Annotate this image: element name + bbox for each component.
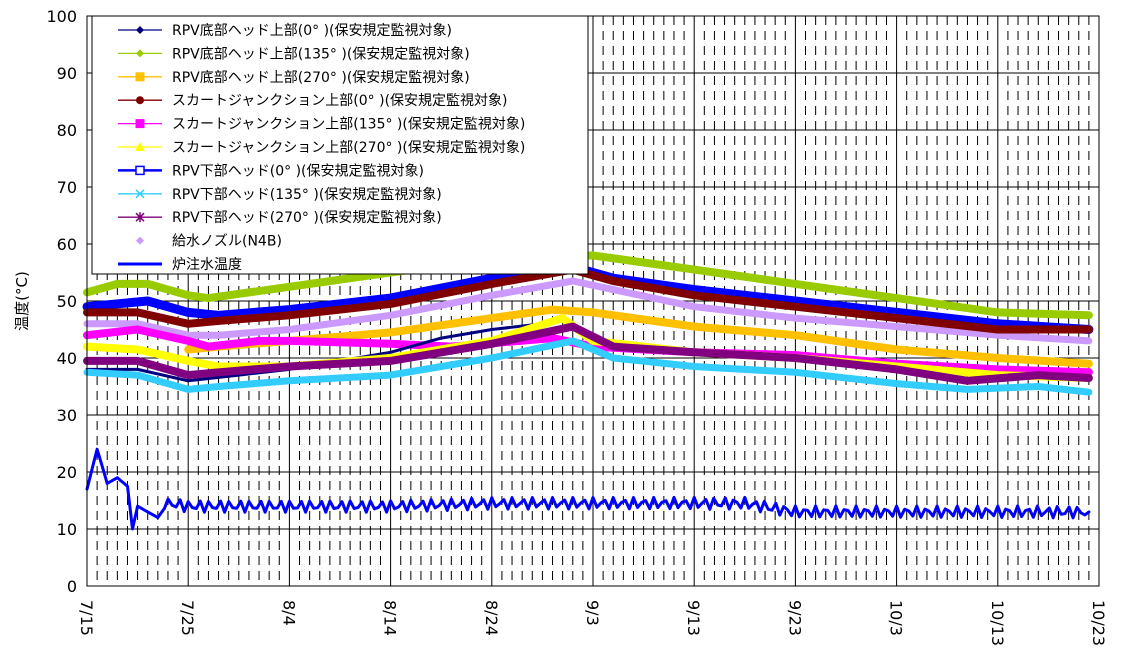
legend-label: 炉注水温度 (172, 257, 242, 273)
legend-label: RPV下部ヘッド(135° )(保安規定監視対象) (172, 186, 442, 203)
y-tick-label: 40 (57, 349, 77, 368)
y-tick-label: 20 (57, 463, 77, 482)
legend-marker (135, 72, 145, 82)
y-tick-label: 60 (57, 235, 77, 254)
y-tick-label: 100 (46, 7, 77, 26)
legend-entry: RPV下部ヘッド(270° )(保安規定監視対象) (118, 209, 442, 226)
legend-label: スカートジャンクション上部(270° )(保安規定監視対象) (172, 139, 525, 156)
legend-entry: RPV下部ヘッド(135° )(保安規定監視対象) (118, 186, 442, 203)
x-tick-label: 7/25 (178, 600, 197, 636)
series-line (83, 337, 1093, 396)
legend-label: スカートジャンクション上部(135° )(保安規定監視対象) (172, 116, 525, 133)
legend-entry: RPV下部ヘッド(0° )(保安規定監視対象) (118, 162, 424, 179)
legend-entry: スカートジャンクション上部(270° )(保安規定監視対象) (118, 139, 525, 156)
legend-entry: スカートジャンクション上部(135° )(保安規定監視対象) (118, 116, 525, 133)
legend-marker (135, 119, 145, 129)
legend-label: RPV底部ヘッド上部(135° )(保安規定監視対象) (172, 45, 470, 62)
series-line (85, 447, 1091, 531)
series-line (83, 277, 1093, 345)
legend: RPV底部ヘッド上部(0° )(保安規定監視対象) RPV底部ヘッド上部(135°… (91, 15, 589, 275)
plot-area-border (86, 15, 1100, 587)
series-line (83, 265, 1093, 334)
y-tick-label: 10 (57, 520, 77, 539)
legend-entry: RPV底部ヘッド上部(270° )(保安規定監視対象) (118, 69, 470, 86)
y-axis-ticks: 0 10 20 30 40 50 60 70 80 90 100 (46, 7, 77, 596)
legend-entry: RPV底部ヘッド上部(135° )(保安規定監視対象) (118, 45, 470, 62)
legend-label: スカートジャンクション上部(0° )(保安規定監視対象) (172, 92, 508, 109)
y-tick-label: 80 (57, 121, 77, 140)
legend-label: RPV底部ヘッド上部(0° )(保安規定監視対象) (172, 22, 452, 39)
legend-entry: 給水ノズル(N4B) (136, 234, 282, 250)
x-tick-label: 10/3 (887, 600, 906, 636)
x-tick-label: 9/13 (684, 600, 703, 636)
legend-marker (136, 236, 144, 245)
y-tick-label: 70 (57, 178, 77, 197)
x-tick-label: 7/15 (77, 600, 96, 636)
x-tick-label: 8/24 (482, 600, 501, 636)
legend-marker (135, 212, 145, 223)
legend-label: 給水ノズル(N4B) (172, 234, 282, 250)
legend-label: RPV下部ヘッド(0° )(保安規定監視対象) (172, 162, 424, 179)
legend-box (91, 15, 589, 275)
legend-marker (136, 96, 144, 105)
y-axis-label: 温度(°C) (13, 271, 31, 331)
legend-marker (135, 142, 145, 151)
series-line (83, 322, 1093, 385)
x-tick-label: 9/3 (583, 600, 602, 626)
y-tick-label: 50 (57, 292, 77, 311)
legend-marker (136, 26, 144, 34)
legend-label: RPV下部ヘッド(270° )(保安規定監視対象) (172, 209, 442, 226)
x-tick-label: 10/13 (988, 600, 1007, 646)
x-tick-label: 8/4 (279, 600, 298, 626)
legend-marker (136, 49, 144, 58)
y-tick-label: 90 (57, 64, 77, 83)
x-tick-label: 10/23 (1089, 600, 1108, 646)
y-tick-label: 30 (57, 406, 77, 425)
legend-marker (135, 165, 145, 176)
x-axis-ticks: 7/15 7/25 8/4 8/14 8/24 9/3 9/13 9/23 10/3 10/13 1… (77, 600, 1108, 646)
legend-entry: RPV底部ヘッド上部(0° )(保安規定監視対象) (118, 22, 452, 39)
legend-label: RPV底部ヘッド上部(270° )(保安規定監視対象) (172, 69, 470, 86)
y-tick-label: 0 (67, 577, 77, 596)
legend-entry: 炉注水温度 (118, 257, 242, 273)
legend-marker (135, 189, 145, 199)
x-tick-label: 8/14 (381, 600, 400, 636)
x-tick-label: 9/23 (785, 600, 804, 636)
legend-entry: スカートジャンクション上部(0° )(保安規定監視対象) (118, 92, 508, 109)
